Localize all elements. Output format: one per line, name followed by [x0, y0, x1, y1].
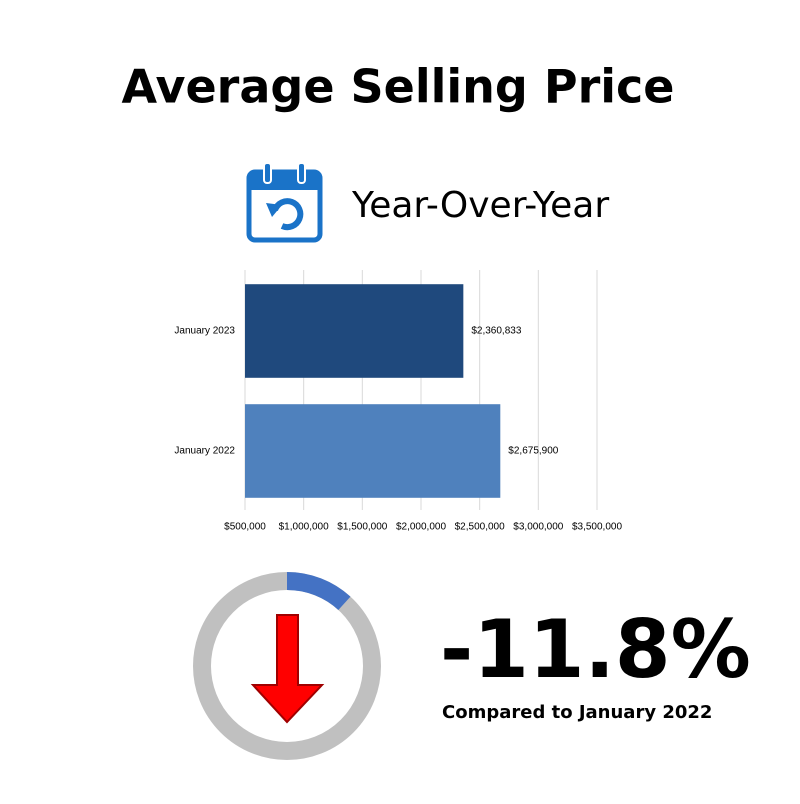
- bar: [245, 284, 464, 378]
- change-value: -11.8%: [440, 603, 751, 696]
- x-tick-label: $1,500,000: [337, 522, 387, 533]
- calendar-icon: [246, 162, 323, 243]
- change-note: Compared to January 2022: [442, 702, 712, 723]
- bar: [245, 404, 501, 498]
- value-label: $2,675,900: [508, 446, 558, 457]
- y-tick-label: January 2022: [174, 446, 235, 457]
- subtitle: Year-Over-Year: [351, 185, 609, 226]
- y-tick-label: January 2023: [174, 326, 235, 337]
- x-tick-label: $1,000,000: [279, 522, 329, 533]
- value-label: $2,360,833: [471, 326, 521, 337]
- x-tick-label: $500,000: [224, 522, 266, 533]
- x-tick-label: $2,500,000: [455, 522, 505, 533]
- title: Average Selling Price: [122, 60, 675, 114]
- x-tick-label: $3,500,000: [572, 522, 622, 533]
- x-tick-label: $3,000,000: [513, 522, 563, 533]
- arrow-icon: [250, 614, 325, 724]
- donut-arc: [286, 572, 351, 611]
- x-tick-label: $2,000,000: [396, 522, 446, 533]
